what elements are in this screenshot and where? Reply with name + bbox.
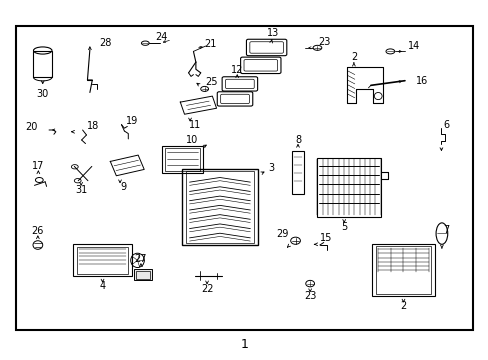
Bar	[162, 146, 203, 173]
Text: 2: 2	[350, 52, 356, 62]
Text: 16: 16	[415, 76, 427, 86]
Text: 4: 4	[99, 281, 105, 291]
Text: 27: 27	[134, 254, 147, 264]
Text: 24: 24	[155, 32, 168, 42]
Text: 5: 5	[340, 222, 346, 232]
Bar	[164, 148, 200, 171]
Text: 10: 10	[185, 135, 198, 145]
Text: 11: 11	[188, 120, 201, 130]
Bar	[77, 247, 127, 274]
Bar	[371, 244, 434, 296]
Text: 8: 8	[294, 135, 301, 145]
Text: 18: 18	[87, 121, 99, 131]
Text: 15: 15	[319, 233, 331, 243]
Bar	[317, 158, 380, 217]
Text: 14: 14	[407, 41, 419, 51]
Text: 1: 1	[240, 338, 248, 351]
Bar	[133, 269, 152, 280]
Text: 23: 23	[304, 291, 316, 301]
Text: 25: 25	[205, 77, 217, 87]
Bar	[135, 271, 150, 279]
Text: 6: 6	[442, 120, 448, 130]
Text: 23: 23	[317, 37, 330, 47]
Ellipse shape	[141, 41, 149, 45]
Text: 17: 17	[32, 161, 44, 171]
Text: 22: 22	[201, 284, 213, 294]
Text: 3: 3	[267, 163, 274, 173]
Text: 13: 13	[266, 28, 278, 38]
Text: 7: 7	[442, 225, 448, 235]
Text: 19: 19	[126, 116, 138, 126]
Text: 9: 9	[121, 182, 127, 192]
Text: 29: 29	[275, 229, 287, 239]
Text: 26: 26	[32, 226, 44, 237]
Bar	[291, 151, 303, 194]
Text: 31: 31	[75, 185, 87, 195]
Bar	[73, 244, 131, 276]
Text: 20: 20	[25, 122, 38, 132]
Bar	[186, 171, 253, 243]
Text: 28: 28	[100, 38, 112, 48]
Bar	[182, 168, 257, 246]
Text: 30: 30	[37, 89, 49, 99]
Bar	[33, 50, 52, 77]
Text: 21: 21	[204, 39, 216, 49]
Bar	[375, 247, 430, 294]
Bar	[16, 26, 472, 330]
Text: 12: 12	[230, 65, 243, 75]
Text: 2: 2	[400, 301, 406, 311]
